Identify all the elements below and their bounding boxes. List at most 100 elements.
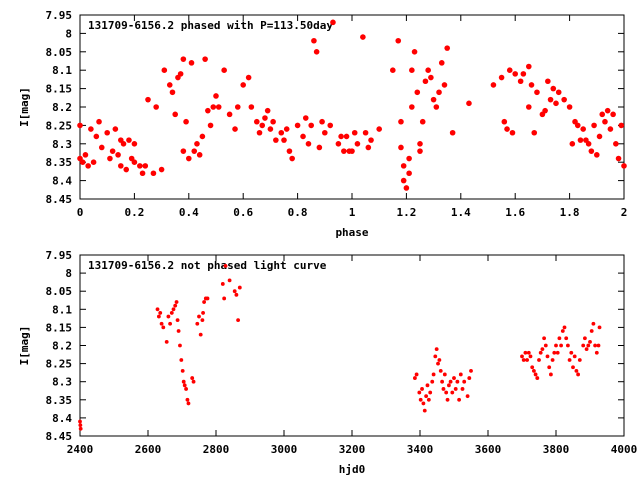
- unphased-data-point: [525, 358, 529, 362]
- phased-data-point: [289, 155, 295, 162]
- unphased-data-point: [181, 379, 186, 384]
- phased-data-point: [131, 141, 138, 147]
- phased-data-point: [528, 82, 535, 88]
- unphased-data-point: [434, 347, 439, 352]
- unphased-data-point: [543, 343, 548, 348]
- unphased-data-point: [576, 372, 580, 377]
- phased-data-point: [131, 159, 138, 165]
- unphased-data-point: [186, 401, 191, 406]
- unphased-data-point: [418, 397, 423, 402]
- unphased-data-point: [201, 311, 205, 315]
- phased-data-point: [409, 104, 415, 110]
- phased-data-point: [123, 166, 130, 173]
- unphased-data-point: [171, 307, 176, 312]
- unphased-data-point: [421, 401, 426, 406]
- phased-data-point: [398, 144, 404, 151]
- phased-data-point: [172, 111, 178, 118]
- unphased-data-point: [442, 372, 447, 377]
- phased-data-point: [145, 96, 151, 103]
- phased-data-point: [161, 67, 168, 73]
- phased-data-point: [226, 111, 233, 118]
- unphased-data-point: [462, 379, 467, 384]
- phased-data-point: [305, 141, 312, 147]
- phased-data-point: [88, 126, 94, 132]
- unphased-plot-title: 131709-6156.2 not phased light curve: [88, 259, 327, 272]
- unphased-data-point: [420, 387, 424, 391]
- unphased-data-point: [179, 358, 184, 362]
- unphased-data-point: [431, 372, 436, 377]
- unphased-data-point: [191, 379, 196, 384]
- unphased-data-point: [526, 350, 531, 355]
- unphased-data-point: [591, 321, 596, 326]
- phased-data-point: [341, 148, 347, 154]
- phased-data-point: [400, 177, 407, 184]
- unphased-data-point: [413, 376, 417, 380]
- phased-y-tick-label: 7.95: [46, 9, 73, 22]
- phased-data-point: [79, 159, 86, 165]
- phased-data-point: [215, 104, 222, 110]
- phased-data-point: [360, 34, 366, 40]
- phased-data-point: [436, 89, 442, 96]
- phased-data-point: [577, 137, 584, 143]
- unphased-data-point: [577, 358, 582, 362]
- phased-data-point: [199, 133, 206, 140]
- phased-data-point: [77, 122, 83, 129]
- unphased-data-point: [78, 423, 83, 428]
- phased-data-point: [490, 82, 497, 88]
- phased-data-point: [417, 141, 423, 147]
- unphased-data-point: [422, 408, 427, 413]
- phased-data-point: [234, 104, 241, 110]
- unphased-data-point: [528, 354, 533, 359]
- phased-data-point: [604, 107, 611, 114]
- unphased-data-point: [532, 368, 536, 373]
- phased-data-point: [509, 129, 516, 136]
- unphased-data-point: [593, 343, 597, 348]
- unphased-data-point: [180, 368, 185, 373]
- unphased-data-point: [168, 321, 173, 326]
- unphased-data-point: [554, 343, 558, 348]
- unphased-data-point: [540, 347, 545, 352]
- unphased-data-point: [155, 307, 160, 312]
- unphased-x-tick-label: 2800: [203, 443, 230, 456]
- phased-data-point: [213, 93, 219, 99]
- phased-data-point: [93, 133, 100, 140]
- unphased-data-point: [572, 354, 577, 359]
- phased-data-point: [354, 141, 361, 147]
- unphased-data-point: [426, 397, 431, 402]
- phased-data-point: [109, 148, 116, 154]
- phased-data-point: [542, 107, 548, 114]
- phased-x-tick-label: 0.4: [179, 206, 199, 219]
- phased-data-point: [232, 126, 238, 132]
- phased-x-tick-label: 1.2: [396, 206, 416, 219]
- phased-data-point: [433, 104, 440, 110]
- phased-data-point: [569, 141, 576, 147]
- phased-data-point: [613, 141, 619, 147]
- phased-data-point: [139, 170, 146, 177]
- unphased-y-tick-label: 8.25: [46, 358, 73, 371]
- phased-data-point: [526, 63, 532, 70]
- unphased-data-point: [535, 376, 540, 380]
- phased-x-tick-label: 1.8: [560, 206, 580, 219]
- unphased-data-point: [567, 358, 572, 362]
- unphased-x-tick-label: 4000: [611, 443, 638, 456]
- unphased-data-point: [523, 350, 528, 355]
- phased-data-point: [188, 60, 195, 66]
- phased-data-point: [506, 67, 513, 73]
- unphased-y-tick-label: 8.4: [52, 412, 72, 425]
- unphased-data-point: [182, 383, 187, 388]
- unphased-data-point: [596, 343, 601, 348]
- phased-data-point: [104, 129, 110, 136]
- phased-data-point: [553, 100, 559, 107]
- phased-data-point: [403, 185, 410, 191]
- phased-data-point: [449, 129, 456, 136]
- phased-data-point: [180, 148, 187, 154]
- unphased-data-point: [440, 379, 444, 384]
- unphased-y-tick-label: 8.45: [46, 430, 73, 443]
- phased-data-point: [270, 118, 276, 125]
- phased-data-point: [177, 71, 184, 77]
- phased-data-point: [82, 152, 89, 158]
- phased-data-point: [425, 67, 431, 73]
- phased-data-point: [264, 107, 271, 114]
- phased-data-point: [210, 104, 217, 110]
